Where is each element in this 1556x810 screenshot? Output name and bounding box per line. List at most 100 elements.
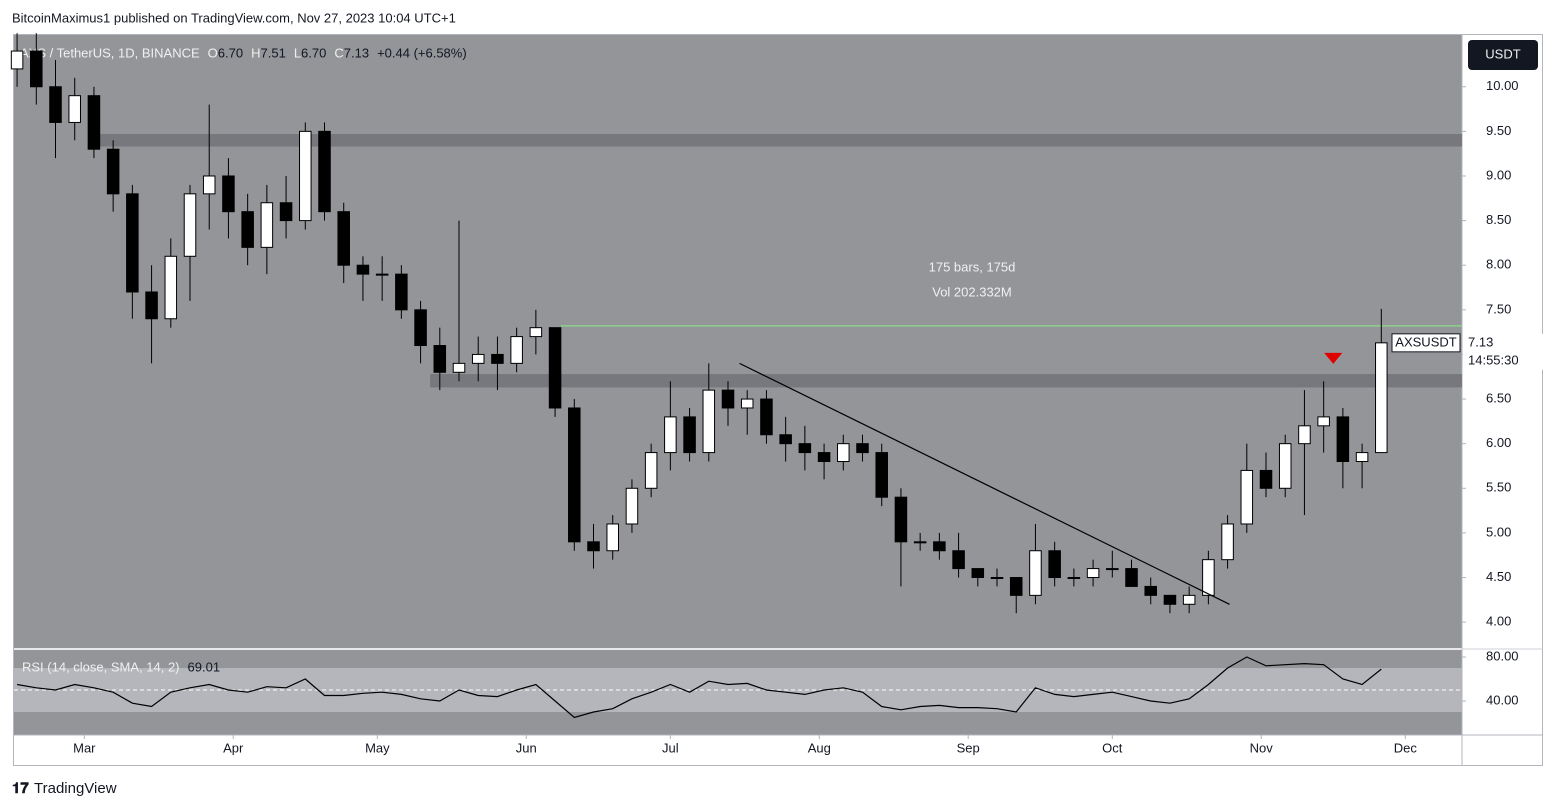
y-tick-label: 7.50: [1486, 301, 1511, 316]
candle-body: [1240, 469, 1254, 525]
x-tick-label: Sep: [957, 740, 980, 755]
candle-body: [990, 577, 1004, 580]
candle-body: [1029, 550, 1042, 596]
candle-body: [971, 568, 985, 579]
legend-label: L: [294, 45, 301, 60]
candle-body: [1336, 416, 1350, 463]
chart-title: AXS / TetherUS, 1D, BINANCE: [20, 45, 200, 60]
candle-body: [1202, 559, 1215, 596]
x-tick-label: Nov: [1250, 740, 1274, 755]
candle-body: [1144, 585, 1157, 596]
candle-body: [183, 193, 197, 257]
candle-body: [202, 175, 216, 195]
candle-body: [856, 443, 869, 454]
candle-body: [1375, 342, 1388, 454]
candle-body: [395, 273, 408, 311]
candle-body: [10, 50, 24, 70]
y-tick-label: 6.00: [1486, 435, 1511, 450]
candle-body: [817, 452, 831, 463]
legend-value: 7.51: [261, 45, 286, 60]
candle-body: [1259, 469, 1273, 489]
candle-body: [471, 353, 485, 364]
candle-body: [606, 523, 619, 552]
candle-body: [952, 550, 965, 570]
candle-body: [894, 496, 908, 543]
legend-value: 7.13: [344, 45, 369, 60]
candle-body: [548, 327, 562, 409]
x-tick-label: Apr: [223, 740, 244, 755]
candle-body: [49, 86, 62, 123]
candle-body: [1298, 425, 1311, 445]
candle-body: [740, 398, 754, 409]
currency-button[interactable]: [1468, 40, 1538, 70]
red-arrow: [1324, 352, 1343, 364]
candle-body: [837, 443, 850, 463]
candle-body: [1182, 594, 1196, 605]
candle-body: [414, 309, 427, 347]
candle-body: [721, 389, 735, 409]
candle-body: [702, 389, 716, 454]
candle-body: [337, 211, 350, 266]
x-tick-label: May: [365, 740, 390, 755]
legend-label: O: [208, 45, 218, 60]
annotation: 175 bars, 175d: [929, 259, 1016, 274]
y-tick-label: 8.00: [1486, 257, 1511, 272]
candle-body: [683, 416, 696, 454]
price-tag-box: [1391, 333, 1461, 353]
y-tick-label: 9.00: [1486, 167, 1511, 182]
rsi-tick-label: 80.00: [1486, 648, 1519, 663]
x-tick-label: Oct: [1102, 740, 1123, 755]
candle-body: [145, 291, 158, 320]
candle-body: [875, 452, 888, 498]
candle-body: [222, 175, 235, 213]
candle-body: [760, 398, 773, 436]
y-tick-label: 10.00: [1486, 78, 1519, 93]
candle-body: [644, 452, 658, 489]
currency: USDT: [1485, 46, 1520, 61]
candle-body: [1125, 568, 1138, 587]
candle-body: [299, 130, 312, 222]
trendline: [739, 362, 1230, 605]
price-tag-axis: [1463, 333, 1543, 370]
candle-body: [510, 336, 523, 364]
legend-value: 6.70: [301, 45, 326, 60]
candle-body: [30, 50, 43, 88]
candle-body: [491, 353, 504, 364]
candle-body: [318, 130, 331, 213]
price-tag-symbol: AXSUSDT: [1395, 334, 1456, 349]
candle-body: [1048, 550, 1061, 579]
candle-body: [798, 443, 812, 454]
x-tick-label: Aug: [808, 740, 831, 755]
x-tick-label: Mar: [73, 740, 96, 755]
candle-body: [1086, 568, 1100, 579]
candle-body: [913, 541, 927, 544]
legend-value: +0.44 (+6.58%): [377, 45, 467, 60]
y-tick-label: 6.50: [1486, 390, 1511, 405]
candle-body: [164, 255, 178, 320]
price-tag-countdown: 14:55:30: [1468, 352, 1519, 367]
candle-body: [1163, 594, 1177, 605]
main-pane: [14, 35, 1462, 648]
x-tick-label: Jun: [516, 740, 537, 755]
candle-body: [664, 416, 677, 454]
candle-body: [529, 327, 543, 338]
legend-label: H: [251, 45, 260, 60]
legend-value: 6.70: [218, 45, 243, 60]
y-tick-label: 4.00: [1486, 614, 1511, 629]
rsi-value: 69.01: [188, 659, 221, 674]
candle-body: [933, 541, 946, 552]
candle-body: [126, 193, 139, 293]
candle-body: [452, 362, 466, 373]
y-tick-label: 5.00: [1486, 524, 1511, 539]
candle-body: [1317, 416, 1330, 427]
brand-logo: 𝟏𝟕: [12, 780, 29, 797]
resistance-zone: [93, 134, 1463, 147]
candle-body: [87, 95, 101, 150]
candle-body: [260, 202, 274, 248]
candle-body: [356, 264, 370, 275]
candle-body: [106, 148, 120, 195]
x-tick-label: Jul: [662, 740, 679, 755]
y-tick-label: 8.50: [1486, 212, 1511, 227]
candle-body: [1221, 523, 1234, 561]
